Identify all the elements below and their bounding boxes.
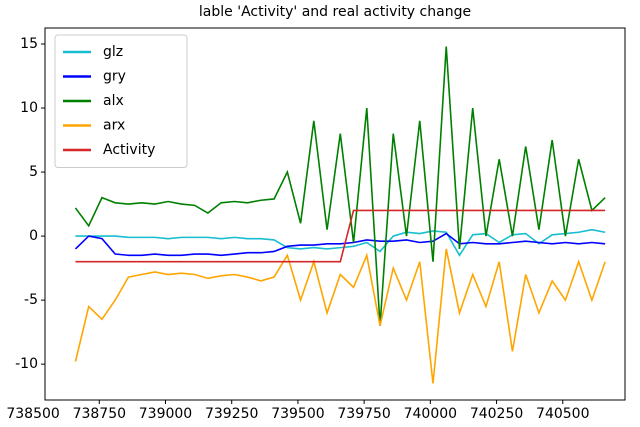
series-line [75, 228, 606, 257]
series-line [74, 248, 606, 384]
x-tick-label: 740250 [470, 406, 523, 422]
x-tick-label: 738750 [73, 406, 126, 422]
x-tick-label: 739750 [337, 406, 390, 422]
y-tick-label: 10 [20, 100, 38, 116]
legend-label: Activity [103, 142, 155, 158]
legend-label: gry [103, 69, 126, 85]
series-line [74, 232, 606, 257]
x-tick-label: 739500 [271, 406, 324, 422]
y-tick-label: 0 [29, 228, 38, 244]
y-tick-label: -5 [24, 292, 38, 308]
legend-label: glz [103, 44, 123, 60]
x-tick-label: 740000 [404, 406, 457, 422]
y-tick-label: 5 [29, 164, 38, 180]
legend-label: alx [103, 93, 124, 109]
x-tick-label: 739000 [139, 406, 192, 422]
legend-label: arx [103, 118, 125, 134]
chart-title: lable 'Activity' and real activity chang… [199, 4, 471, 20]
series-line [75, 209, 606, 263]
x-tick-label: 738500 [6, 406, 59, 422]
x-tick-label: 739250 [205, 406, 258, 422]
legend-box [54, 34, 188, 168]
axes-frame [44, 27, 626, 401]
y-tick-label: 15 [20, 36, 38, 52]
x-tick-label: 740500 [536, 406, 589, 422]
y-tick-label: -10 [15, 356, 38, 372]
series-line [74, 46, 606, 326]
